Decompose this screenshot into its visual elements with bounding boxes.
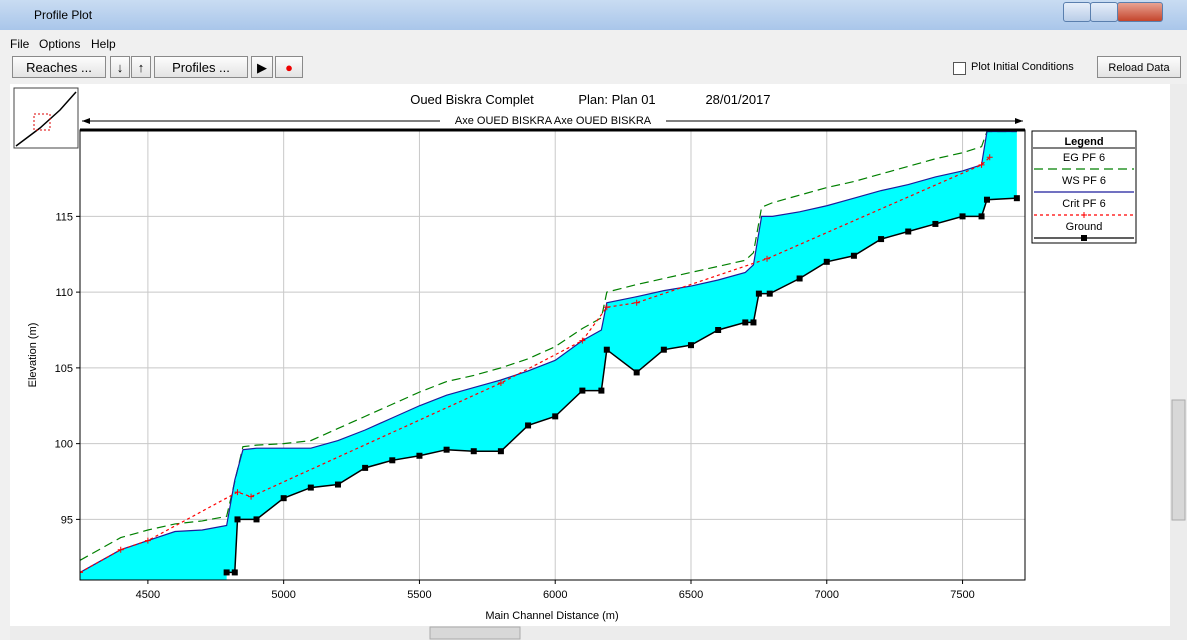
chart-plan: Plan: Plan 01 <box>578 92 655 107</box>
crit-marker <box>764 255 771 262</box>
ground-marker <box>223 569 230 576</box>
menu-item[interactable]: Help <box>91 37 116 51</box>
ground-marker <box>755 290 762 297</box>
up-button[interactable]: ↑ <box>131 56 151 78</box>
ground-marker <box>823 258 830 265</box>
ground-marker <box>850 252 857 259</box>
ground-marker <box>983 196 990 203</box>
v-scroll-thumb[interactable] <box>1171 399 1186 521</box>
crit-marker <box>986 154 993 161</box>
reaches-button[interactable]: Reaches ... <box>12 56 106 78</box>
crit-marker <box>603 304 610 311</box>
x-tick-label: 7500 <box>950 589 974 601</box>
record-button[interactable]: ● <box>275 56 303 78</box>
legend-label: Crit PF 6 <box>1062 198 1105 210</box>
minimap-view <box>33 113 51 131</box>
ground-marker <box>766 290 773 297</box>
crit-marker <box>978 161 985 168</box>
x-tick-label: 6500 <box>679 589 703 601</box>
x-tick-label: 7000 <box>815 589 839 601</box>
crit-marker <box>117 546 124 553</box>
ground-marker <box>470 448 477 455</box>
ground-marker <box>552 413 559 420</box>
ground-marker <box>525 422 532 429</box>
chart-title: Oued Biskra Complet <box>410 92 534 107</box>
h-scrollbar[interactable] <box>10 626 1187 640</box>
ground-marker <box>443 446 450 453</box>
ground-marker <box>598 387 605 394</box>
ground-marker <box>878 236 885 243</box>
reach-label-bg <box>440 114 666 127</box>
y-tick-label: 95 <box>61 514 73 526</box>
x-tick-label: 6000 <box>543 589 567 601</box>
crit-marker <box>497 380 504 387</box>
ground-marker <box>905 228 912 235</box>
legend <box>1031 130 1137 244</box>
x-tick-label: 5500 <box>407 589 431 601</box>
ground-marker <box>362 464 369 471</box>
menu-item[interactable]: File <box>10 37 30 51</box>
legend-marker <box>1081 235 1087 241</box>
legend-title: Legend <box>1064 136 1103 148</box>
ground-marker <box>715 327 722 333</box>
title-bar: Profile Plot <box>0 0 1187 30</box>
reach-label: Axe OUED BISKRA Axe OUED BISKRA <box>455 115 652 127</box>
ground-marker <box>932 220 939 227</box>
crit-marker <box>579 337 586 344</box>
ground-marker <box>633 369 640 376</box>
crit-marker <box>248 493 255 500</box>
menu-item[interactable]: Options <box>39 37 81 51</box>
x-axis-label: Main Channel Distance (m) <box>485 610 618 622</box>
minimap <box>13 87 79 149</box>
ground-marker <box>660 346 667 353</box>
ground-marker <box>334 481 341 488</box>
ground-marker <box>959 213 966 220</box>
h-scroll-thumb[interactable] <box>429 626 521 640</box>
ground-marker <box>603 346 610 353</box>
ground-marker <box>796 275 803 282</box>
legend-marker <box>1081 212 1087 218</box>
y-tick-label: 110 <box>55 287 73 299</box>
ground-marker <box>307 484 314 491</box>
ground-marker <box>750 319 757 326</box>
reload-button[interactable]: Reload Data <box>1097 56 1181 78</box>
play-button[interactable]: ▶ <box>251 56 273 78</box>
crit-marker <box>80 569 83 576</box>
window-title: Profile Plot <box>34 8 93 22</box>
ground-marker <box>234 516 241 523</box>
chart-date: 28/01/2017 <box>705 92 770 107</box>
y-tick-label: 115 <box>55 211 73 223</box>
crit-marker <box>144 537 151 544</box>
profiles-button[interactable]: Profiles ... <box>154 56 248 78</box>
x-tick-label: 5000 <box>271 589 295 601</box>
ground-marker <box>497 448 504 455</box>
legend-label: Ground <box>1066 221 1103 233</box>
down-button[interactable]: ↓ <box>110 56 130 78</box>
y-tick-label: 100 <box>55 439 73 451</box>
ground-marker <box>742 319 749 326</box>
ground-marker <box>1013 195 1020 202</box>
close-button[interactable] <box>1117 2 1163 22</box>
series-line <box>226 197 1017 574</box>
ground-marker <box>579 387 586 394</box>
ground-marker <box>280 495 287 502</box>
ground-marker <box>978 213 985 220</box>
ground-marker <box>416 452 423 459</box>
ground-marker <box>231 569 238 576</box>
y-axis-label: Elevation (m) <box>27 323 39 388</box>
legend-label: WS PF 6 <box>1062 175 1106 187</box>
legend-label: EG PF 6 <box>1063 152 1105 164</box>
x-tick-label: 4500 <box>136 589 160 601</box>
checkbox-label: Plot Initial Conditions <box>971 61 1074 73</box>
ground-marker <box>687 342 694 349</box>
ground-marker <box>389 457 396 464</box>
series-line <box>80 156 991 573</box>
crit-marker <box>633 299 640 306</box>
plot-initial-checkbox[interactable] <box>953 62 966 75</box>
crit-marker <box>234 489 241 496</box>
y-tick-label: 105 <box>55 363 73 375</box>
ground-marker <box>253 516 260 523</box>
v-scrollbar[interactable] <box>1170 84 1187 626</box>
